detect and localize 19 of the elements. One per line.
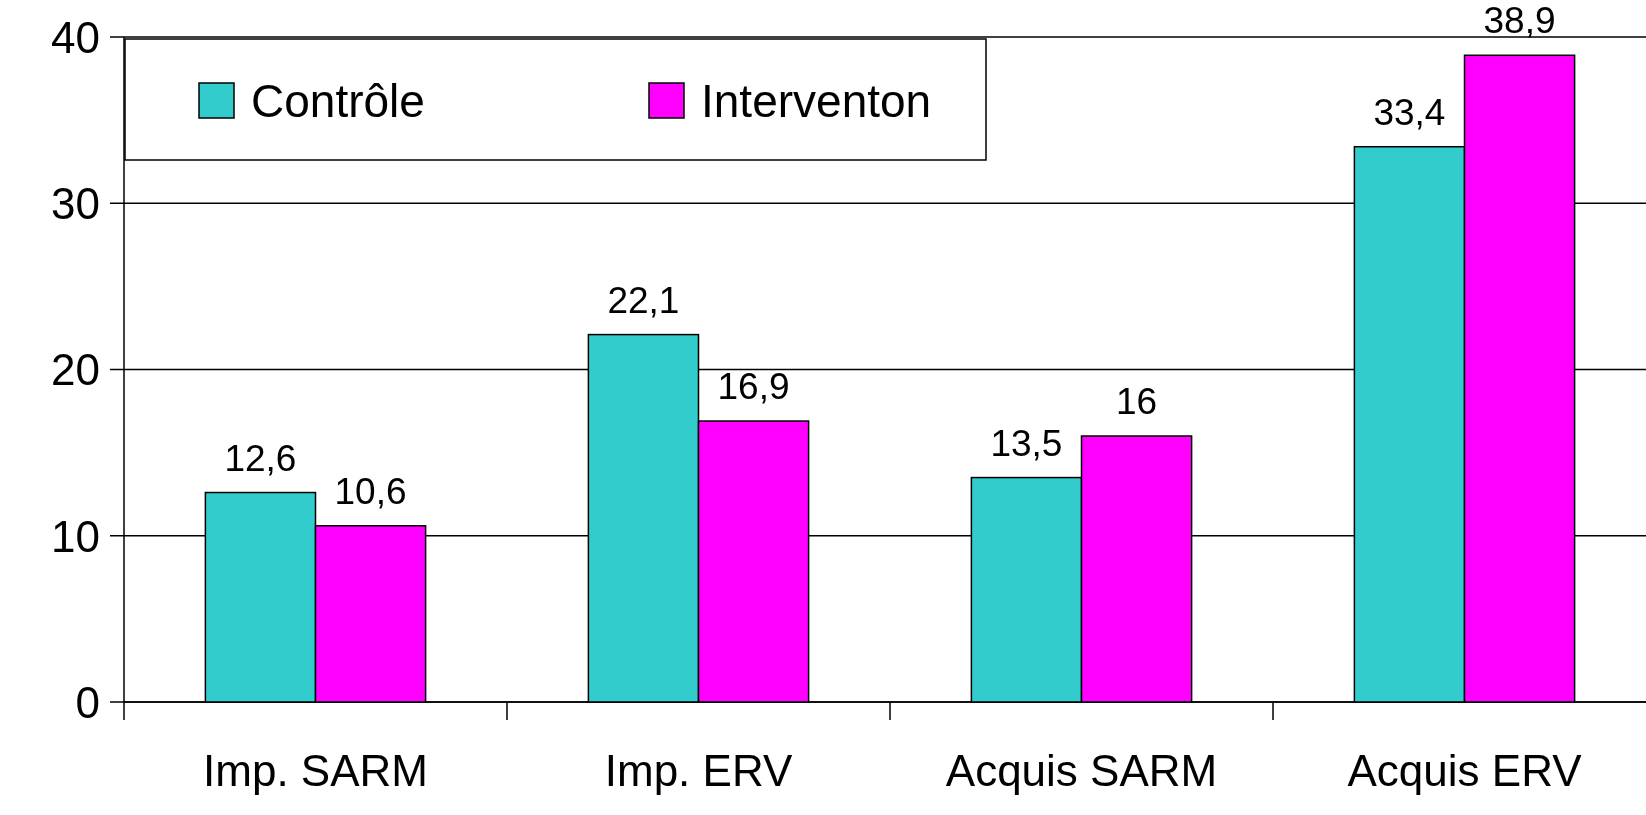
y-tick-label: 10 [51,511,100,561]
data-label: 22,1 [607,279,680,321]
x-tick-label: Imp. SARM [203,746,428,795]
x-tick-label: Imp. ERV [604,746,793,795]
data-label: 13,5 [990,422,1063,464]
y-tick-label: 40 [51,12,100,62]
data-label: 16 [1115,381,1158,422]
data-label: 33,4 [1373,91,1446,133]
y-tick-label: 20 [51,345,100,395]
x-tick-label: Acquis SARM [945,746,1218,795]
data-label: 38,9 [1483,0,1556,42]
data-label: 12,6 [224,437,297,479]
legend-label: Contrôle [251,74,425,127]
legend-label: Interventon [701,74,932,127]
data-label: 16,9 [717,366,790,408]
x-tick-label: Acquis ERV [1347,746,1583,795]
y-tick-label: 0 [75,677,100,727]
y-tick-label: 30 [51,179,100,229]
data-label: 10,6 [334,470,407,512]
